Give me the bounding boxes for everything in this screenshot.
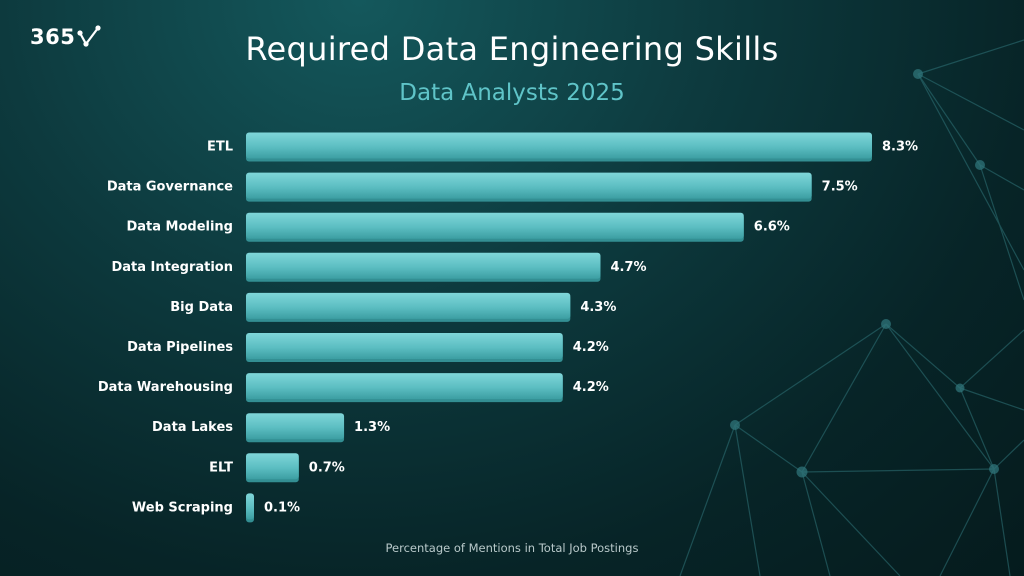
category-label: Data Warehousing [98, 380, 233, 395]
logo-checkmark-icon [77, 25, 101, 47]
logo-text: 365 [30, 25, 76, 49]
x-axis-label: Percentage of Mentions in Total Job Post… [385, 541, 639, 555]
value-label: 0.1% [264, 500, 300, 515]
value-label: 8.3% [882, 140, 918, 155]
chart-subtitle: Data Analysts 2025 [399, 80, 625, 106]
value-label: 4.3% [580, 300, 616, 315]
category-label: Data Integration [111, 260, 233, 275]
brand-logo: 365 [30, 24, 103, 50]
bar [246, 373, 563, 400]
value-label: 0.7% [309, 460, 345, 475]
value-label: 1.3% [354, 420, 390, 435]
value-label: 7.5% [822, 180, 858, 195]
category-label: Data Governance [107, 180, 233, 195]
category-label: ELT [209, 460, 233, 475]
bar [246, 413, 345, 440]
value-label: 6.6% [754, 220, 790, 235]
value-label: 4.2% [573, 380, 609, 395]
category-label: Web Scraping [132, 500, 233, 515]
bar [246, 132, 872, 159]
bar [246, 172, 812, 199]
bar [246, 252, 601, 279]
category-label: Data Modeling [126, 220, 233, 235]
bar [246, 493, 254, 520]
chart-title: Required Data Engineering Skills [245, 30, 779, 68]
bar [246, 212, 744, 239]
bar [246, 453, 299, 480]
bar [246, 292, 571, 319]
category-label: Big Data [170, 300, 233, 315]
category-label: Data Lakes [152, 420, 233, 435]
category-label: ETL [207, 140, 233, 155]
value-label: 4.7% [610, 260, 646, 275]
value-label: 4.2% [573, 340, 609, 355]
bar [246, 333, 563, 359]
category-label: Data Pipelines [127, 340, 233, 355]
